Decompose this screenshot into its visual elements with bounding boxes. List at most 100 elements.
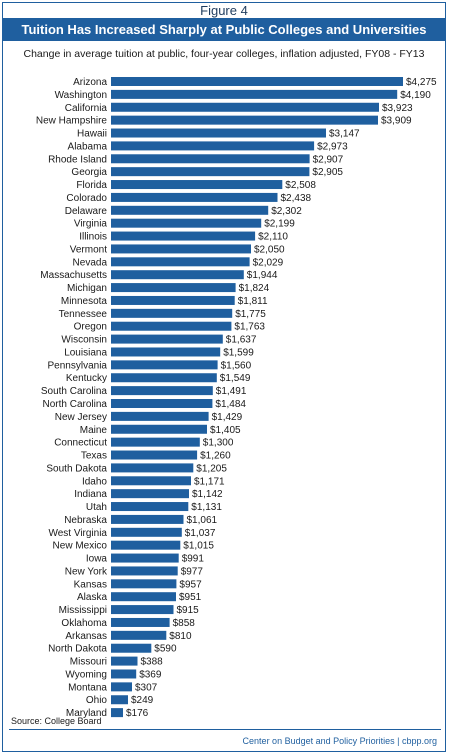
value-label: $1,061	[187, 515, 218, 526]
figure-label: Figure 4	[200, 3, 248, 18]
value-label: $1,131	[191, 502, 222, 513]
category-label: Texas	[81, 451, 107, 462]
value-label: $951	[179, 592, 202, 603]
category-label: Colorado	[66, 193, 107, 204]
value-label: $1,824	[239, 283, 270, 294]
value-label: $2,907	[313, 154, 344, 165]
category-label: California	[65, 103, 108, 114]
bar	[111, 167, 310, 177]
value-label: $1,549	[220, 373, 251, 384]
category-label: Illinois	[79, 232, 107, 243]
value-label: $2,302	[271, 206, 302, 217]
bar	[111, 708, 123, 718]
bar	[111, 450, 198, 460]
value-label: $2,029	[253, 257, 284, 268]
bar	[111, 411, 209, 421]
footer-divider	[9, 729, 441, 730]
bar	[111, 192, 278, 202]
bar	[111, 257, 250, 267]
category-label: Washington	[55, 90, 107, 101]
value-label: $977	[181, 566, 204, 577]
bar	[111, 617, 170, 627]
value-label: $590	[154, 644, 177, 655]
value-label: $1,171	[194, 476, 225, 487]
bar	[111, 360, 218, 370]
bar	[111, 102, 379, 112]
category-label: South Carolina	[41, 386, 108, 397]
bar	[111, 502, 189, 512]
bar	[111, 682, 132, 692]
category-label: Pennsylvania	[48, 360, 108, 371]
bar	[111, 476, 191, 486]
bar	[111, 489, 189, 499]
footer-credit: Center on Budget and Policy Priorities |…	[242, 736, 437, 746]
value-label: $1,637	[226, 335, 257, 346]
value-label: $176	[126, 708, 149, 719]
bar	[111, 424, 207, 434]
bar	[111, 115, 378, 125]
chart-title: Tuition Has Increased Sharply at Public …	[3, 18, 445, 41]
category-label: Virginia	[74, 219, 108, 230]
value-label: $3,147	[329, 129, 360, 140]
bar	[111, 89, 398, 99]
bar	[111, 514, 184, 524]
bar	[111, 128, 326, 138]
category-label: Iowa	[86, 554, 108, 565]
value-label: $2,508	[285, 180, 316, 191]
bar	[111, 205, 269, 215]
bar	[111, 283, 236, 293]
category-label: Georgia	[71, 167, 107, 178]
value-label: $1,763	[234, 322, 265, 333]
chart-subtitle: Change in average tuition at public, fou…	[23, 48, 425, 60]
bar	[111, 630, 167, 640]
category-label: South Dakota	[46, 463, 107, 474]
value-label: $1,260	[200, 451, 231, 462]
bar	[111, 399, 213, 408]
category-label: Florida	[76, 180, 107, 191]
bar	[111, 154, 310, 164]
category-label: Ohio	[86, 695, 108, 706]
bar	[111, 669, 137, 679]
value-label: $915	[177, 605, 200, 616]
bar	[111, 180, 283, 190]
category-label: Nebraska	[64, 515, 107, 526]
value-label: $1,015	[183, 541, 214, 552]
category-label: Oklahoma	[61, 618, 107, 629]
value-label: $1,491	[216, 386, 247, 397]
category-label: Minnesota	[61, 296, 108, 307]
bar	[111, 334, 223, 344]
bar	[111, 527, 182, 537]
value-label: $957	[179, 579, 202, 590]
bar	[111, 231, 256, 241]
category-label: Alaska	[77, 592, 107, 603]
bar	[111, 592, 176, 602]
category-label: North Dakota	[48, 644, 107, 655]
value-label: $3,923	[382, 103, 413, 114]
figure-frame: Figure 4 Tuition Has Increased Sharply a…	[2, 2, 446, 752]
value-label: $1,405	[210, 425, 241, 436]
category-label: Alabama	[68, 141, 108, 152]
value-label: $2,199	[264, 219, 295, 230]
category-label: Michigan	[67, 283, 107, 294]
value-label: $1,429	[212, 412, 243, 423]
bar	[111, 347, 221, 357]
category-label: Nevada	[73, 257, 108, 268]
bar	[111, 437, 200, 447]
bar	[111, 463, 194, 473]
bar	[111, 373, 217, 383]
category-label: Rhode Island	[48, 154, 107, 165]
value-label: $4,190	[400, 90, 431, 101]
value-label: $2,905	[312, 167, 343, 178]
bar	[111, 321, 232, 331]
category-label: New Mexico	[53, 541, 108, 552]
value-label: $1,775	[235, 309, 266, 320]
bar	[111, 656, 138, 666]
bar	[111, 141, 315, 151]
value-label: $858	[173, 618, 196, 629]
category-label: Idaho	[82, 476, 107, 487]
category-label: Maine	[80, 425, 108, 436]
value-label: $1,484	[215, 399, 246, 410]
category-label: New York	[65, 566, 108, 577]
category-label: Mississippi	[59, 605, 107, 616]
